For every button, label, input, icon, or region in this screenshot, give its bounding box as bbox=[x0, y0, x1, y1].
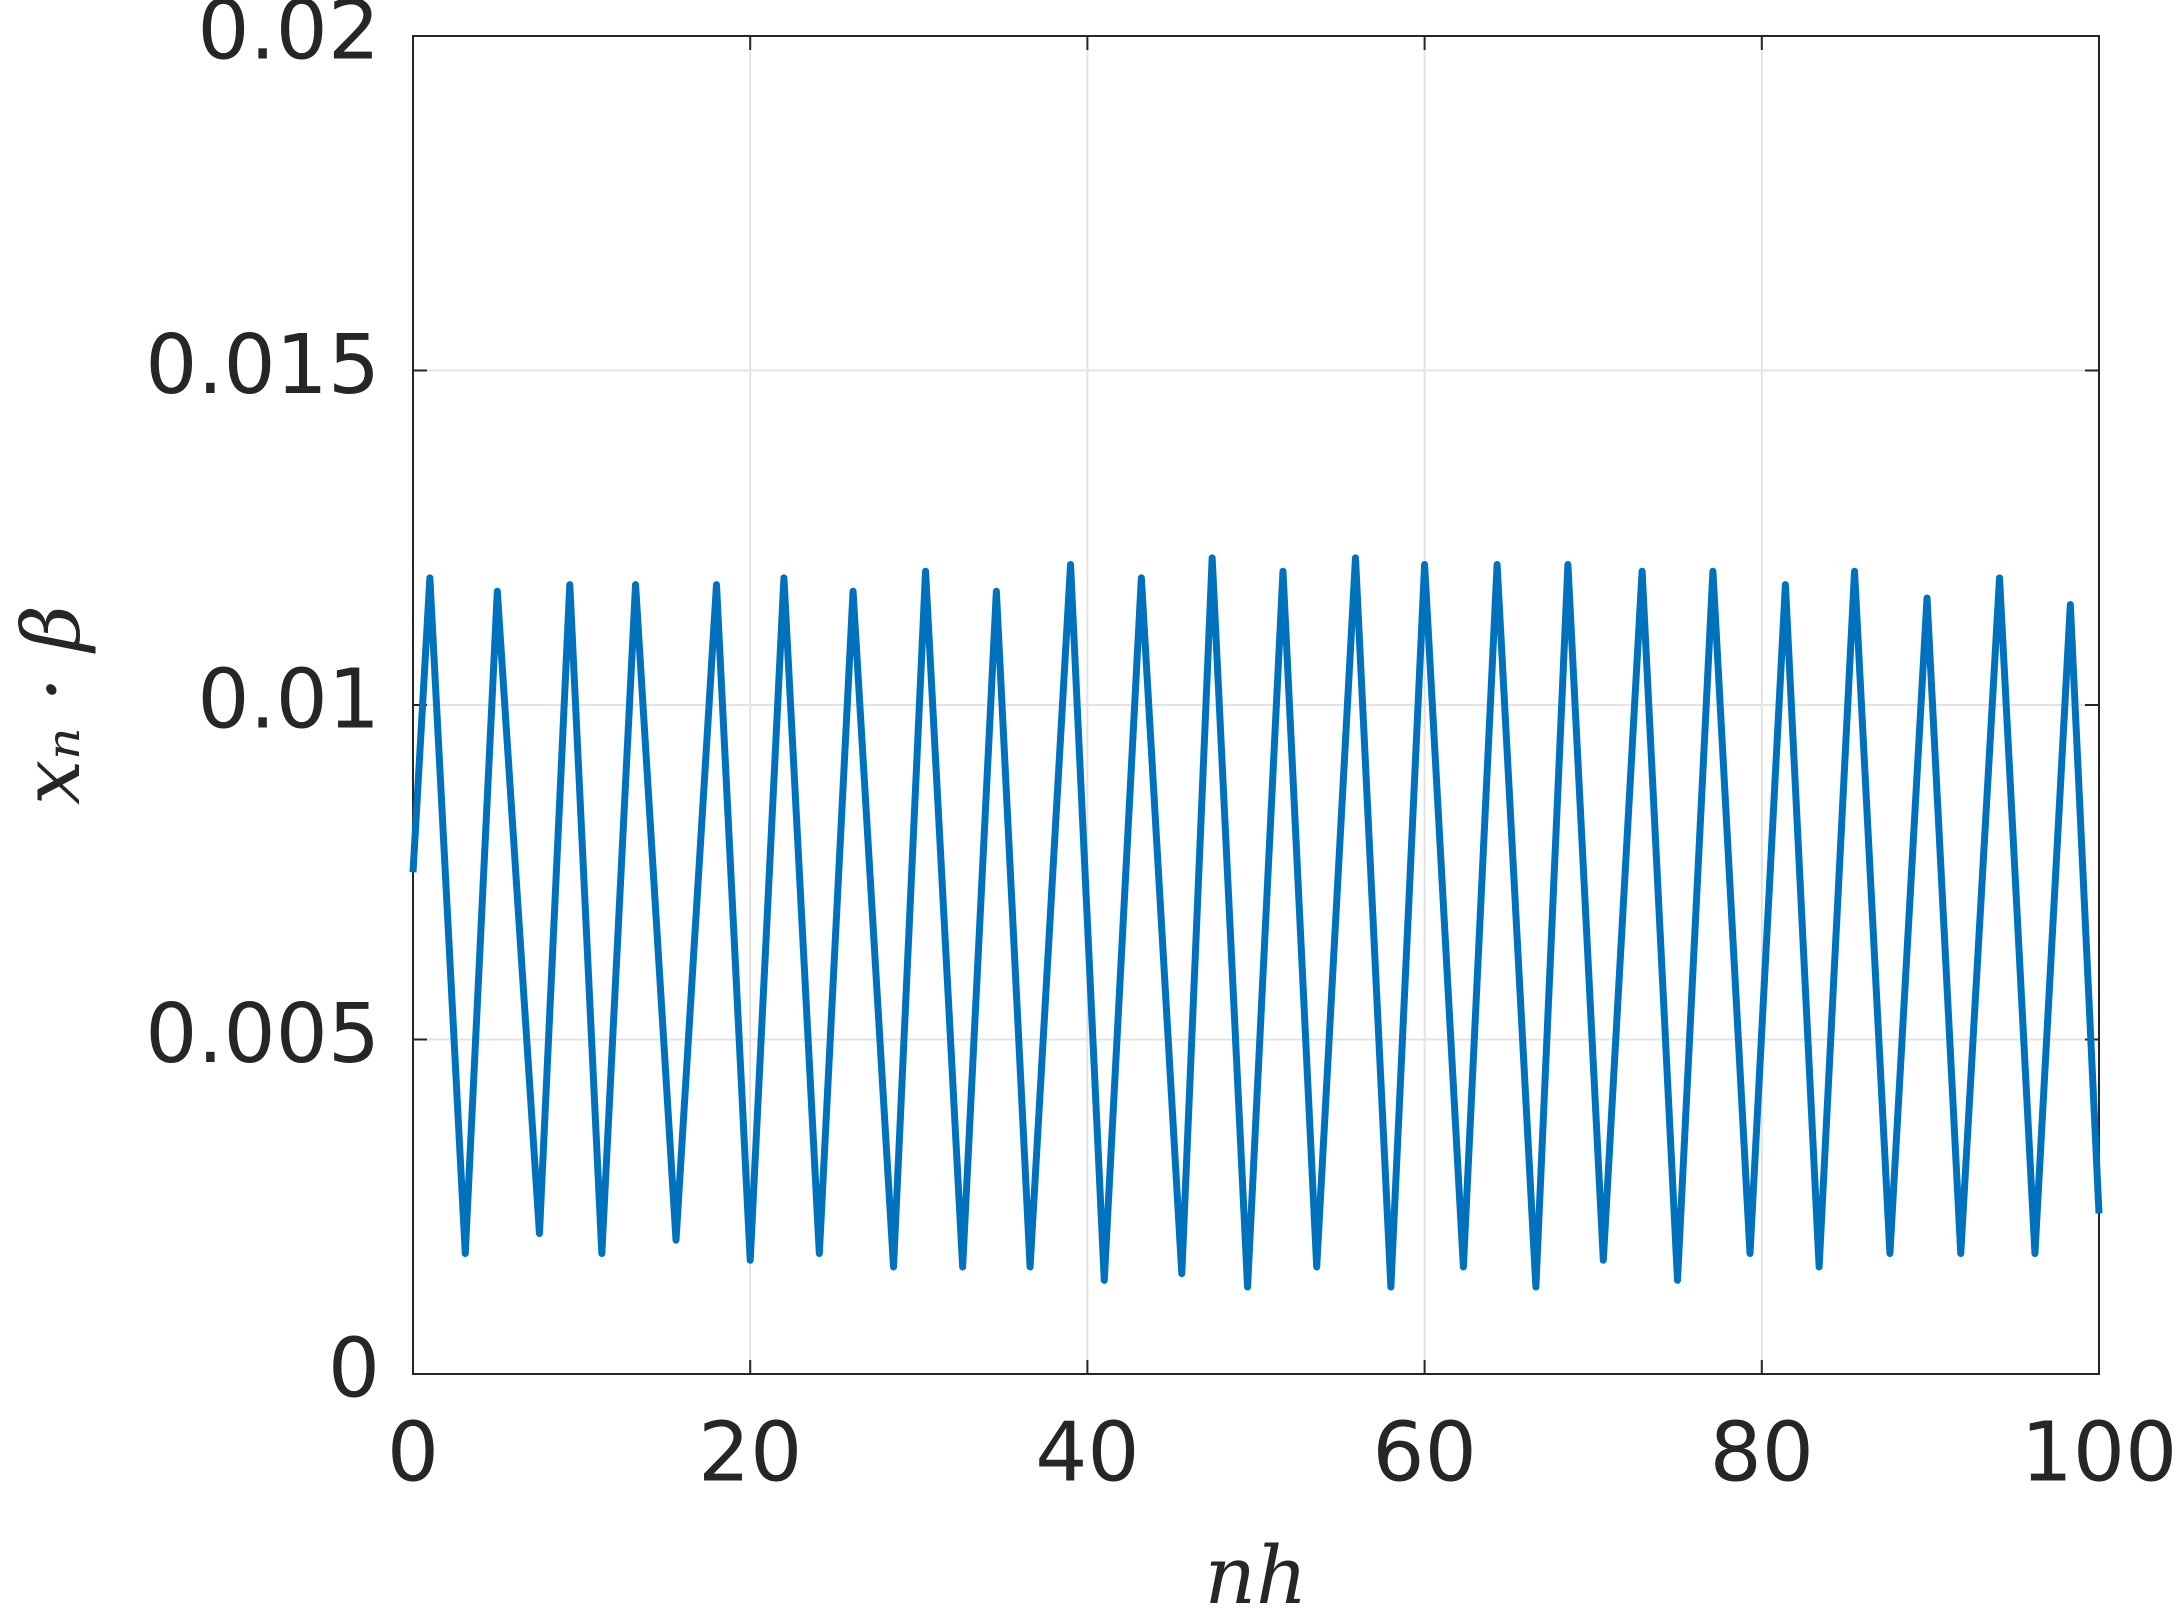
x-tick-label: 80 bbox=[1710, 1405, 1814, 1500]
y-axis-label: xₙ · β bbox=[5, 605, 98, 805]
y-tick-label: 0.01 bbox=[197, 652, 380, 747]
x-tick-label: 20 bbox=[698, 1405, 802, 1500]
x-tick-label: 60 bbox=[1372, 1405, 1476, 1500]
plot-frame bbox=[412, 35, 2100, 1375]
y-tick-label: 0.005 bbox=[145, 987, 380, 1082]
y-tick-label: 0.02 bbox=[197, 0, 380, 78]
x-axis-label: nh bbox=[1204, 1529, 1307, 1620]
data-line bbox=[409, 554, 2103, 1291]
x-tick-label: 40 bbox=[1035, 1405, 1139, 1500]
y-tick-label: 0.015 bbox=[145, 318, 380, 413]
x-tick-label: 100 bbox=[2021, 1405, 2178, 1500]
y-tick-label: 0 bbox=[328, 1321, 380, 1416]
x-tick-label: 0 bbox=[387, 1405, 439, 1500]
